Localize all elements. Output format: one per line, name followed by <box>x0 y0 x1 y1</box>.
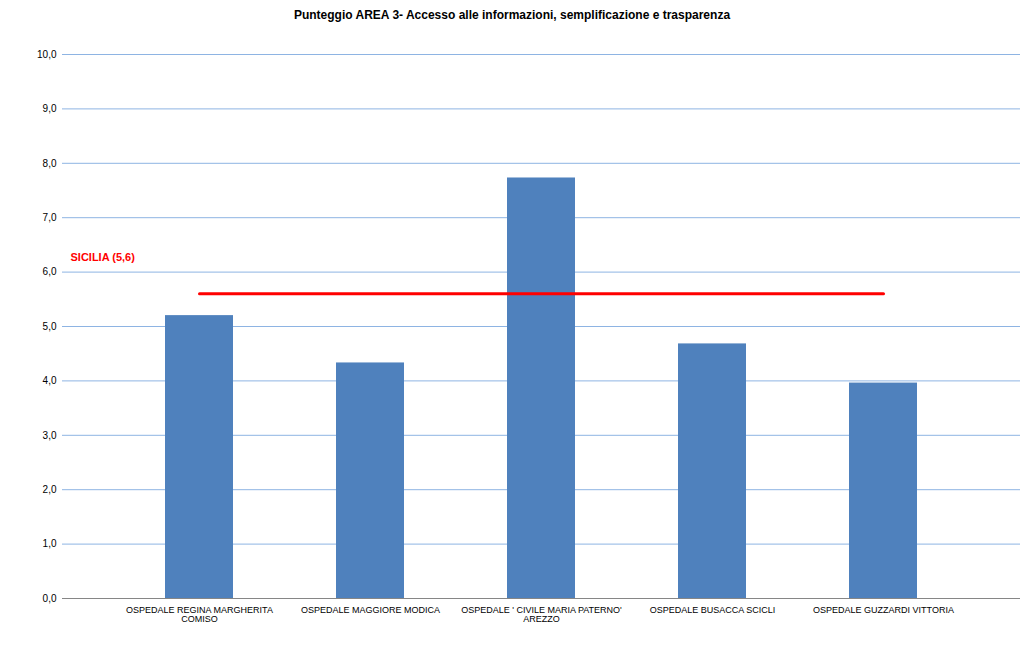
svg-text:SICILIA (5,6): SICILIA (5,6) <box>71 251 136 263</box>
svg-text:4,0: 4,0 <box>43 375 57 386</box>
svg-text:OSPEDALE MAGGIORE MODICA: OSPEDALE MAGGIORE MODICA <box>301 605 440 615</box>
html-text:Punteggio AREA 3- Accesso alle: Punteggio AREA 3- Accesso alle informazi… <box>293 8 731 22</box>
svg-text:8,0: 8,0 <box>43 158 57 169</box>
svg-text:2,0: 2,0 <box>43 484 57 495</box>
svg-text:9,0: 9,0 <box>43 103 57 114</box>
svg-text:0,0: 0,0 <box>43 593 57 604</box>
svg-text:10,0: 10,0 <box>37 49 57 60</box>
svg-text:3,0: 3,0 <box>43 430 57 441</box>
svg-text:7,0: 7,0 <box>43 212 57 223</box>
svg-text:OSPEDALE ' CIVILE MARIA PATERN: OSPEDALE ' CIVILE MARIA PATERNO'AREZZO <box>461 605 622 624</box>
svg-text:OSPEDALE GUZZARDI VITTORIA: OSPEDALE GUZZARDI VITTORIA <box>813 605 954 615</box>
svg-text:1,0: 1,0 <box>43 538 57 549</box>
svg-text:OSPEDALE BUSACCA SCICLI: OSPEDALE BUSACCA SCICLI <box>650 605 776 615</box>
svg-text:5,0: 5,0 <box>43 321 57 332</box>
svg-text:6,0: 6,0 <box>43 266 57 277</box>
svg-text:OSPEDALE REGINA MARGHERITACOMI: OSPEDALE REGINA MARGHERITACOMISO <box>126 605 273 624</box>
